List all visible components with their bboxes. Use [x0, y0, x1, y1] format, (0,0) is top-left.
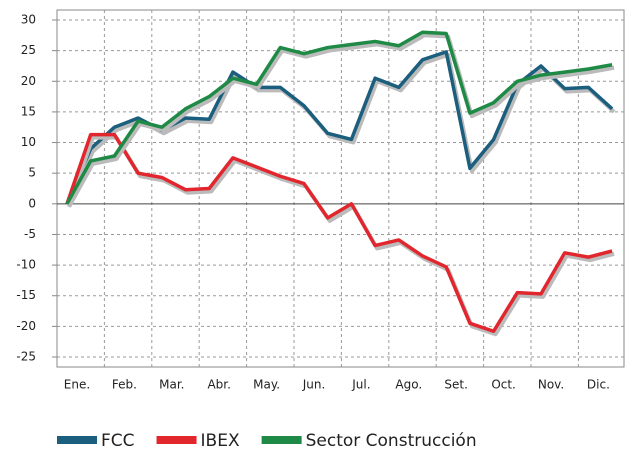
line-shadow	[67, 33, 615, 208]
y-tick-label: 0	[28, 196, 36, 210]
y-tick-label: 5	[28, 166, 36, 180]
x-tick-label: May.	[253, 378, 280, 392]
series-line	[65, 132, 613, 334]
x-tick-label: Abr.	[207, 378, 230, 392]
x-tick-label: Mar.	[159, 378, 184, 392]
x-tick-label: Set.	[444, 378, 468, 392]
y-tick-label: -10	[16, 258, 36, 272]
series-line	[65, 30, 613, 205]
y-tick-label: 25	[21, 43, 36, 57]
y-tick-label: 15	[21, 104, 36, 118]
x-tick-label: Dic.	[587, 378, 610, 392]
x-tick-label: Feb.	[112, 378, 137, 392]
legend-label: IBEX	[201, 431, 240, 451]
y-tick-label: -20	[16, 319, 36, 333]
y-tick-label: -5	[24, 227, 36, 241]
x-tick-label: Nov.	[538, 378, 564, 392]
y-tick-label: -15	[16, 288, 36, 302]
x-tick-label: Jul.	[351, 378, 370, 392]
y-tick-label: 20	[21, 74, 36, 88]
legend-swatch	[57, 436, 97, 444]
legend-label: Sector Construcción	[306, 431, 477, 451]
x-tick-label: Ago.	[395, 378, 422, 392]
x-tick-label: Ene.	[64, 378, 90, 392]
x-tick-label: Jun.	[302, 378, 326, 392]
y-tick-label: 30	[21, 13, 36, 27]
legend-swatch	[261, 436, 302, 444]
x-tick-label: Oct.	[491, 378, 516, 392]
legend-swatch	[156, 436, 197, 444]
plot-frame	[56, 9, 625, 368]
y-tick-label: -25	[16, 350, 36, 364]
legend-label: FCC	[101, 431, 135, 451]
y-tick-label: 10	[21, 135, 36, 149]
line-shadow	[67, 135, 615, 337]
